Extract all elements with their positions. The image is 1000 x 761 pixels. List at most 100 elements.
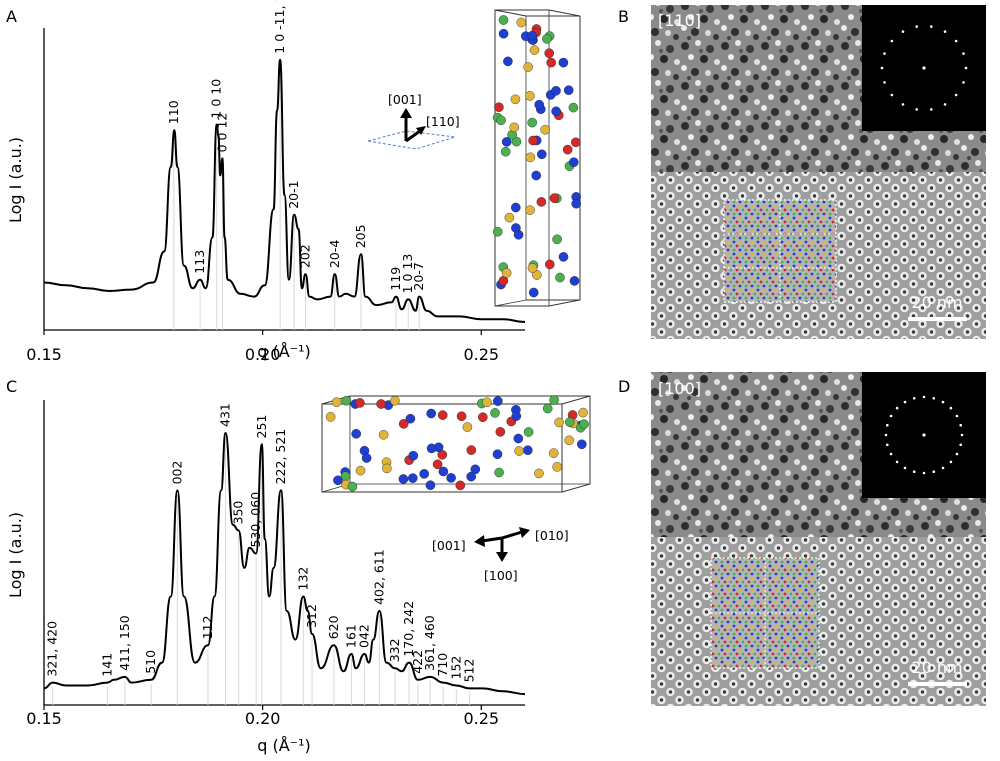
atom (398, 419, 409, 429)
atom (523, 427, 534, 437)
fft-spot (943, 103, 947, 106)
panel-letter-b: B (618, 7, 629, 26)
fft-spot (890, 39, 894, 43)
peak-label: 202 (298, 244, 313, 268)
atom (525, 91, 535, 101)
atom (498, 15, 509, 25)
atom (390, 395, 400, 406)
panel-a: A 0.15 0.20 0.25 110 113 1 0 100 0 12 1 0 -11… (6, 0, 582, 364)
dir-label-001: [001] (388, 92, 422, 107)
peak-label: 20-1 (286, 180, 301, 208)
fft-spot (955, 414, 959, 418)
fft-center-spot (922, 66, 926, 70)
fft-spot (955, 452, 959, 456)
atom (542, 34, 552, 44)
atom (466, 445, 477, 455)
fft-spot (903, 400, 907, 404)
fft-spot (960, 433, 964, 437)
atom (405, 413, 416, 424)
peak-label: 20-4 (327, 240, 342, 268)
atom (355, 465, 366, 476)
reflection-lines-c (52, 436, 470, 705)
peak-label: 222, 521 (273, 429, 288, 485)
atom (494, 102, 504, 112)
atom (525, 205, 535, 215)
atom (579, 419, 589, 430)
x-tick-label: 0.20 (245, 709, 281, 728)
atom (378, 429, 389, 440)
peak-label: 620 (326, 615, 341, 639)
atom (426, 408, 437, 419)
peak-labels-c: 321, 420 141 411, 150 510 002 112 431 350 530, 0… (45, 403, 477, 682)
peak-label: 002 (169, 461, 184, 485)
atom (545, 259, 555, 270)
atom (558, 252, 569, 262)
atom (341, 395, 352, 406)
atom (500, 146, 511, 157)
atom (501, 137, 512, 147)
peak-label: 431 (218, 403, 233, 427)
scale-bar-d (908, 682, 967, 686)
peak-label: 161 (343, 624, 358, 648)
atom (516, 17, 527, 28)
fft-spot (884, 433, 888, 437)
panel-b: B [110] 20 nm (618, 5, 986, 339)
atom (407, 473, 418, 483)
peak-label: 1 0 13 (400, 254, 415, 294)
x-tick-label: 0.25 (463, 345, 499, 364)
orientation-plane (367, 130, 456, 150)
atom (565, 417, 575, 427)
atom (552, 462, 563, 472)
arrowhead-001-c (474, 535, 485, 547)
atom (477, 412, 488, 423)
fft-spot (922, 471, 926, 475)
peak-label: 251 (254, 415, 269, 439)
fft-spot (959, 443, 962, 447)
atom (528, 287, 539, 298)
peak-label: 710 (435, 653, 450, 677)
peak-label: 1 0 -11, 116 (272, 0, 287, 54)
atom (555, 272, 565, 283)
peak-label: 170, 242 (401, 601, 416, 657)
fft-center-spot (922, 433, 926, 437)
atom (569, 276, 580, 286)
arrowhead-001 (400, 108, 412, 118)
atom (532, 270, 542, 280)
atom (554, 417, 564, 428)
peak-label: 1 0 10 (209, 79, 224, 119)
diffraction-curve-c (43, 431, 526, 696)
atom (501, 268, 512, 278)
atom (398, 474, 409, 484)
atom (376, 399, 386, 409)
atom (509, 122, 520, 133)
atom (466, 471, 477, 482)
atom (577, 439, 587, 450)
peak-label: 530, 060 (248, 492, 263, 548)
fft-spots-d (884, 395, 964, 475)
peak-label: 350 (231, 501, 246, 525)
fft-spot (962, 81, 965, 84)
atom (571, 198, 582, 209)
scale-bar-b (908, 317, 967, 321)
crystal-structure-c (321, 395, 591, 493)
peak-label: 205 (353, 224, 368, 248)
atom (544, 48, 555, 59)
atom (564, 435, 574, 446)
atom (425, 480, 436, 491)
atom (462, 422, 473, 432)
x-tick-label: 0.25 (463, 709, 499, 728)
fft-spot (930, 108, 933, 111)
atom (438, 466, 449, 477)
peak-label: 422 (410, 650, 425, 674)
zone-label-b: [110] (658, 11, 701, 30)
atom (511, 411, 522, 421)
atom (492, 226, 503, 237)
crystal-structure-a (492, 9, 582, 307)
atom (549, 193, 560, 203)
peak-label: 042 (357, 624, 372, 648)
peak-label: 321, 420 (45, 621, 60, 677)
scale-bar-label-d: 20 nm (911, 658, 962, 677)
fft-spot (941, 400, 945, 404)
fft-spot (943, 30, 947, 33)
